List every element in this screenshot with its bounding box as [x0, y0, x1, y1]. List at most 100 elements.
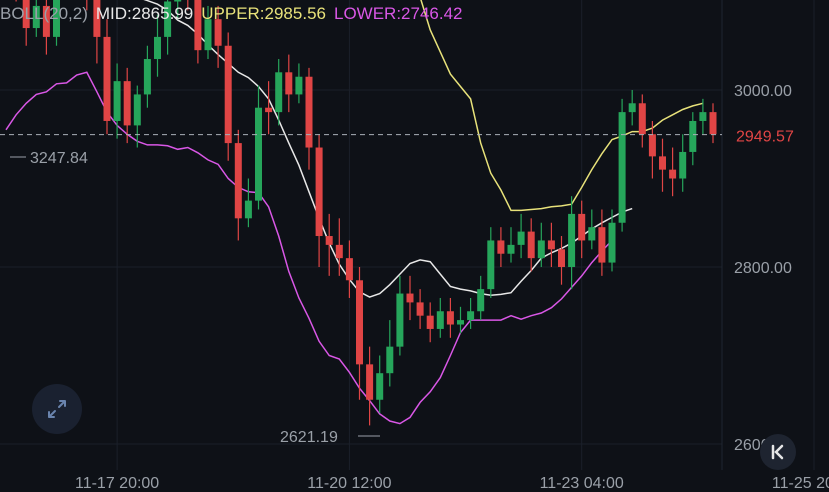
candle — [275, 59, 283, 126]
candle — [376, 355, 384, 414]
candle-body — [638, 103, 646, 135]
y-tick-label: 3000.00 — [734, 83, 792, 100]
chevron-left-icon — [771, 444, 784, 460]
candle-body — [598, 227, 606, 263]
x-tick-label: 11-23 04:00 — [540, 475, 624, 492]
candle-body — [53, 0, 60, 37]
overlay: 3247.84 2621.19 — [0, 134, 722, 446]
candle-body — [143, 59, 151, 95]
candle-body — [244, 200, 252, 219]
candle-body — [265, 107, 273, 113]
candle — [487, 227, 495, 298]
candle-body — [608, 222, 616, 263]
candle — [517, 213, 525, 259]
candle — [53, 0, 60, 46]
candle-body — [436, 311, 444, 329]
axes: 3400.003200.003000.002800.002600.002949.… — [75, 83, 829, 492]
candle-body — [689, 120, 697, 152]
candle-body — [537, 240, 545, 259]
candle-body — [204, 19, 212, 51]
candle-body — [325, 236, 333, 245]
mid-value: MID:2865.99 — [95, 4, 194, 23]
candle-body — [214, 19, 222, 46]
candle — [214, 5, 222, 68]
upper-value: UPPER:2985.56 — [201, 4, 326, 23]
candle-body — [396, 293, 404, 347]
candle-body — [93, 0, 101, 37]
candle — [335, 218, 343, 276]
candle — [244, 178, 252, 228]
candle-body — [154, 36, 161, 60]
candle-body — [174, 0, 182, 2]
candle-body — [446, 311, 454, 325]
candle — [568, 196, 576, 290]
candle — [416, 289, 424, 329]
candle — [527, 218, 535, 272]
x-tick-label: 11-17 20:00 — [75, 475, 159, 492]
candle-body — [497, 240, 505, 254]
candle-body — [255, 107, 262, 201]
candle — [558, 236, 565, 285]
candle — [547, 222, 555, 267]
candle-body — [547, 240, 555, 250]
candle — [578, 200, 586, 259]
annotation-high: 3247.84 — [30, 150, 88, 167]
expand-button[interactable] — [32, 384, 82, 434]
candle-body — [113, 81, 121, 121]
candle — [396, 275, 404, 356]
candle-body — [517, 231, 525, 245]
candle-body — [285, 72, 293, 95]
indicator-legend: BOLL(20,2) MID:2865.99 UPPER:2985.56 LOWER:… — [0, 4, 471, 24]
candle-body — [194, 0, 202, 51]
candle — [608, 209, 616, 272]
candle — [426, 302, 434, 343]
grid — [0, 0, 815, 470]
current-price-label: 2949.57 — [736, 129, 794, 146]
candle — [598, 209, 606, 276]
candle-body — [618, 112, 626, 223]
candle — [255, 85, 262, 210]
candle-body — [679, 151, 687, 179]
candle — [477, 275, 485, 321]
candle-body — [426, 315, 434, 329]
candle-body — [164, 1, 172, 37]
candle — [709, 103, 717, 144]
candle-body — [416, 302, 424, 316]
scroll-to-latest-button[interactable] — [760, 434, 796, 470]
candle — [457, 306, 464, 334]
candle — [113, 63, 121, 139]
candle-body — [295, 76, 303, 95]
candle — [234, 129, 242, 241]
candle — [345, 240, 353, 298]
candle — [224, 32, 232, 161]
candle — [648, 120, 656, 179]
candle-body — [669, 169, 677, 179]
lower-value: LOWER:2746.42 — [333, 4, 463, 23]
candle-body — [123, 81, 131, 126]
candle — [315, 134, 323, 267]
candle — [42, 0, 50, 55]
candle-body — [275, 72, 283, 113]
candle — [123, 67, 131, 144]
candle-body — [699, 112, 707, 121]
candle — [386, 320, 394, 387]
candle — [588, 209, 596, 250]
candle — [325, 213, 333, 276]
annotation-low: 2621.19 — [280, 429, 338, 446]
expand-icon — [48, 400, 66, 418]
candle — [679, 134, 687, 192]
bollinger-bands — [5, 0, 704, 425]
candle — [22, 0, 30, 46]
candle — [467, 297, 475, 329]
candle-body — [527, 231, 535, 259]
candle — [446, 297, 454, 338]
candle — [507, 227, 515, 263]
candle — [618, 98, 626, 232]
candle-body — [457, 320, 464, 325]
candle-body — [467, 311, 475, 321]
candle — [285, 54, 293, 113]
candle-body — [356, 280, 363, 365]
candle — [154, 14, 161, 77]
candle-body — [305, 76, 313, 148]
